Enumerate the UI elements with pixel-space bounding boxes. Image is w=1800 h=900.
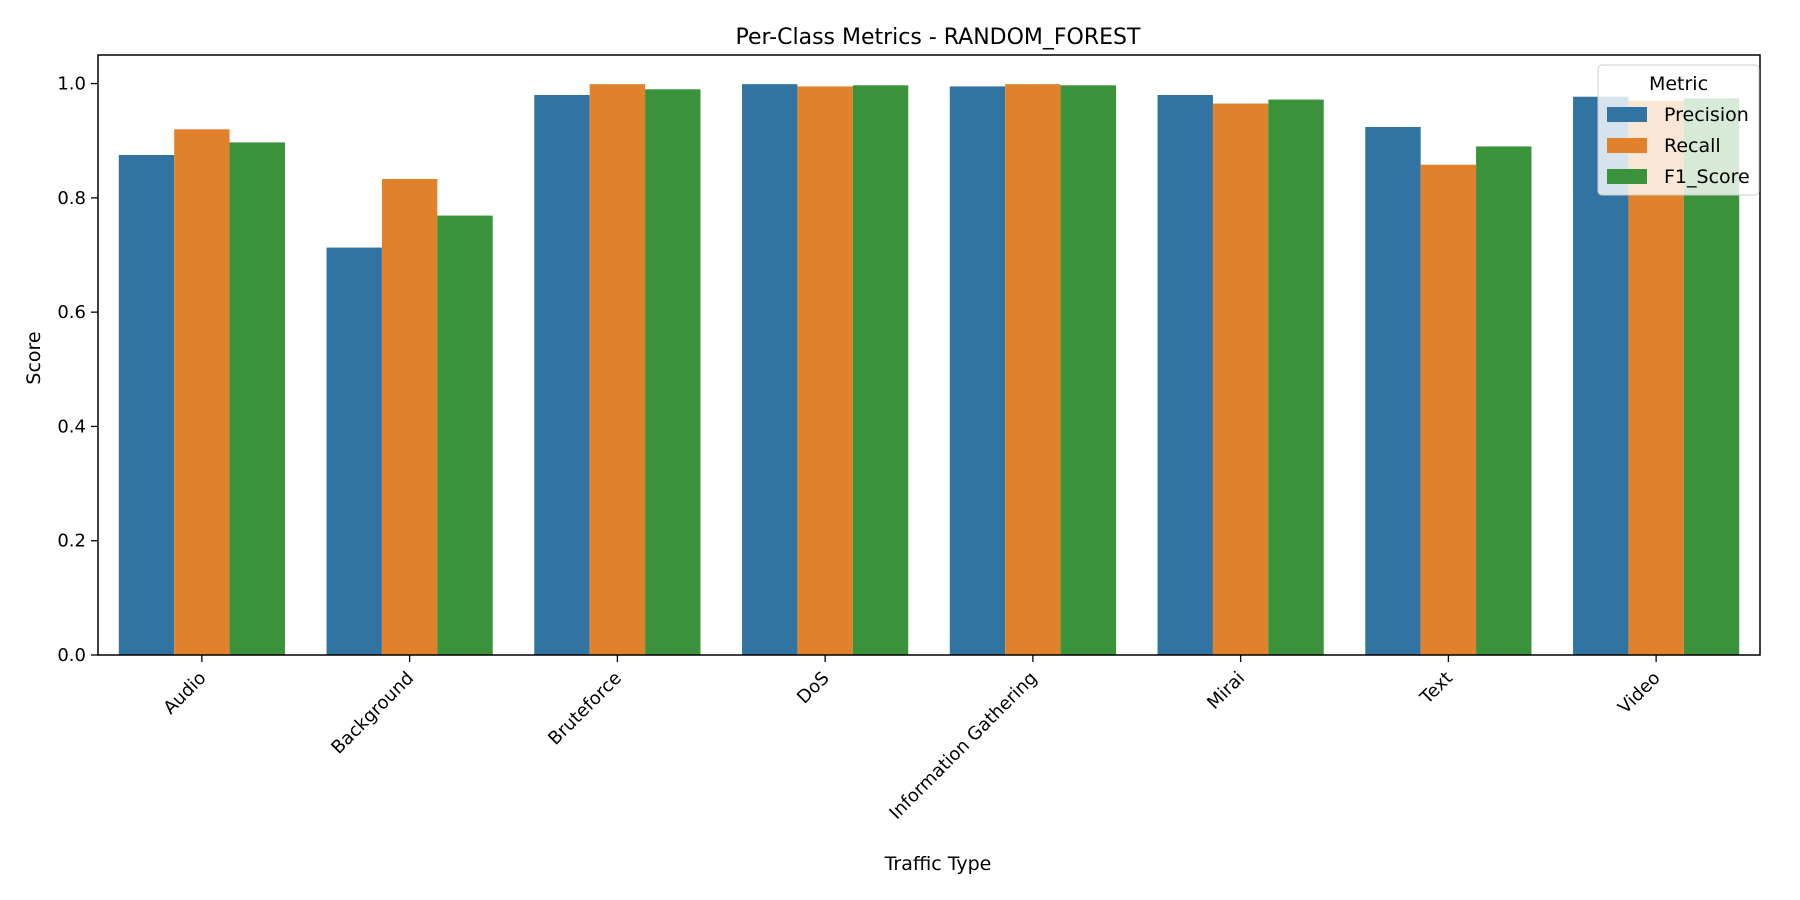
legend-title: Metric — [1649, 73, 1708, 95]
chart-title: Per-Class Metrics - RANDOM_FOREST — [736, 25, 1142, 50]
bar-precision-mirai — [1157, 95, 1213, 655]
bar-precision-audio — [118, 155, 175, 655]
y-tick-label: 0.4 — [57, 416, 86, 437]
bar-f1-score-dos — [852, 85, 909, 656]
bar-recall-text — [1420, 164, 1477, 655]
legend-swatch — [1607, 138, 1647, 153]
bar-f1-score-background — [437, 215, 493, 655]
y-tick-label: 0.8 — [57, 188, 86, 209]
y-tick-label: 1.0 — [57, 74, 86, 95]
bar-precision-dos — [742, 84, 798, 655]
bar-f1-score-audio — [229, 142, 285, 655]
plot-frame — [97, 54, 1761, 656]
plot-area — [97, 54, 1761, 656]
bar-recall-bruteforce — [589, 84, 646, 655]
bar-f1-score-bruteforce — [645, 89, 701, 656]
bar-recall-background — [381, 179, 438, 655]
bar-recall-information-gathering — [1005, 84, 1061, 655]
legend-label: F1_Score — [1664, 166, 1750, 188]
bar-f1-score-text — [1476, 146, 1532, 655]
legend-swatch — [1607, 169, 1647, 184]
y-tick-label: 0.6 — [57, 302, 86, 323]
y-axis-label: Score — [23, 331, 45, 384]
legend-label: Recall — [1664, 135, 1721, 157]
y-tick-label: 0.0 — [57, 645, 86, 666]
x-axis-label: Traffic Type — [884, 853, 992, 875]
legend-swatch — [1607, 107, 1647, 122]
bar-f1-score-mirai — [1268, 99, 1324, 655]
legend-label: Precision — [1664, 104, 1749, 126]
bar-recall-audio — [174, 129, 230, 656]
bar-precision-text — [1365, 127, 1421, 655]
bar-precision-bruteforce — [534, 95, 590, 655]
bar-recall-dos — [797, 86, 853, 656]
legend: Metric Precision Recall F1_Score — [1597, 64, 1760, 196]
bar-precision-information-gathering — [949, 86, 1006, 656]
y-axis: 0.0 0.2 0.4 0.6 0.8 1.0 — [57, 74, 98, 666]
bar-precision-background — [326, 247, 382, 655]
legend-box — [1597, 64, 1760, 196]
bar-f1-score-information-gathering — [1060, 85, 1116, 656]
bar-recall-mirai — [1212, 103, 1269, 655]
y-tick-label: 0.2 — [57, 531, 86, 552]
